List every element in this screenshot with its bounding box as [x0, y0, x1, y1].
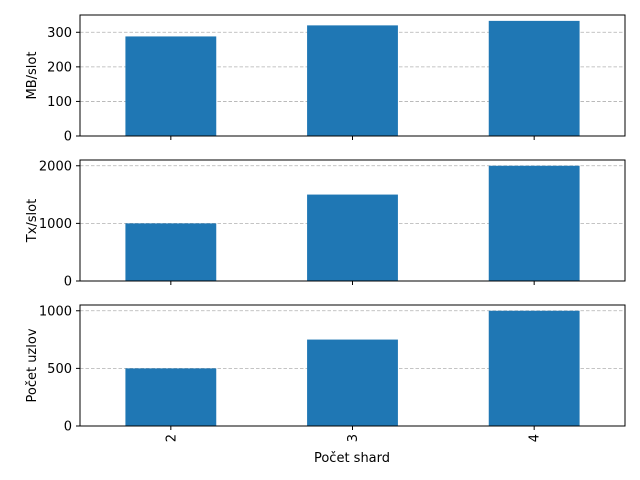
bar-3: [307, 194, 398, 281]
bar-2: [125, 223, 217, 281]
x-tick-label: 3: [346, 434, 361, 442]
bar-3: [307, 25, 398, 136]
x-axis-label: Počet shard: [314, 451, 390, 466]
x-tick-label: 4: [528, 434, 543, 442]
y-tick-label: 1000: [39, 217, 72, 232]
y-axis-label: MB/slot: [25, 52, 40, 100]
y-tick-label: 0: [64, 275, 72, 290]
subplot-2: 0 1000 2000 Tx/slot: [25, 159, 626, 290]
y-tick-label: 0: [64, 420, 72, 435]
y-tick-label: 1000: [39, 304, 72, 319]
y-tick-label: 100: [47, 95, 72, 110]
subplots: 0 100 200 300 MB/slot 0 1000 2000 Tx/slot 0 500 100…: [25, 14, 626, 442]
bar-2: [125, 368, 217, 426]
bar-2: [125, 36, 217, 137]
y-tick-label: 200: [47, 60, 72, 75]
y-tick-label: 2000: [39, 159, 72, 174]
bar-3: [307, 339, 398, 426]
bar-4: [488, 165, 580, 281]
x-tick-label: 2: [164, 434, 179, 442]
y-tick-label: 500: [47, 362, 72, 377]
y-tick-label: 300: [47, 26, 72, 41]
bar-4: [488, 20, 580, 136]
subplot-3: 0 500 1000 2 3 4 Počet uzlov: [25, 304, 626, 442]
y-axis-label: Tx/slot: [25, 199, 40, 243]
bar-4: [488, 310, 580, 426]
y-tick-label: 0: [64, 130, 72, 145]
y-axis-label: Počet uzlov: [25, 328, 40, 402]
subplot-1: 0 100 200 300 MB/slot: [25, 14, 626, 145]
